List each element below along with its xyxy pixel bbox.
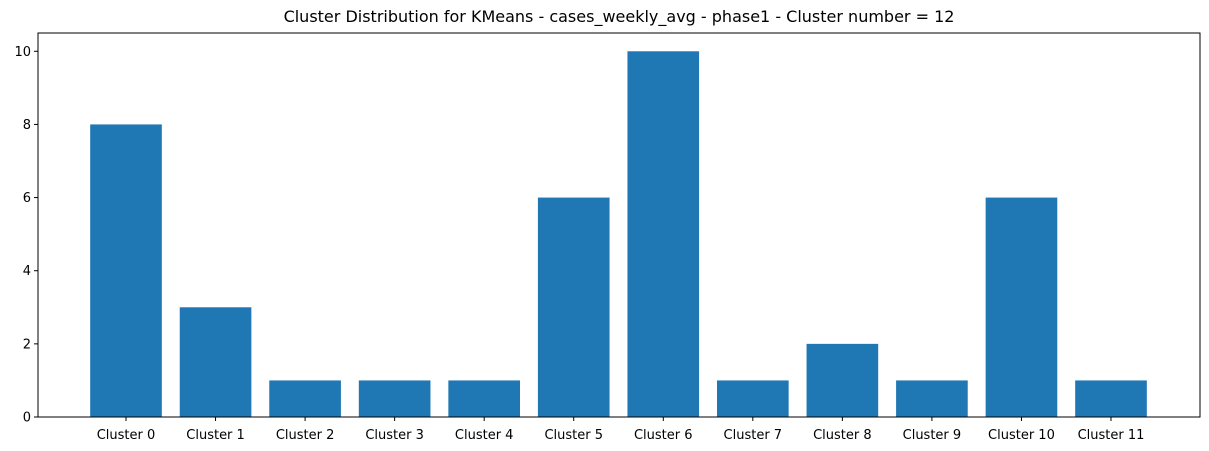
y-axis: 0 2 4 6 8 10 <box>14 45 38 426</box>
bars-group <box>90 51 1147 418</box>
x-tick-label: Cluster 10 <box>988 428 1055 443</box>
x-tick-label: Cluster 8 <box>813 428 872 443</box>
bar-cluster-5 <box>537 197 610 417</box>
bar-cluster-1 <box>179 307 252 417</box>
bar-cluster-10 <box>985 197 1058 417</box>
bar-cluster-7 <box>717 380 789 417</box>
x-tick-label: Cluster 7 <box>724 428 783 443</box>
bar-cluster-8 <box>806 343 879 417</box>
y-tick-label: 8 <box>23 118 31 133</box>
x-tick-label: Cluster 4 <box>455 428 514 443</box>
x-tick-label: Cluster 6 <box>634 428 693 443</box>
plot-frame <box>37 32 1201 418</box>
bar-cluster-0 <box>90 124 162 418</box>
x-tick-label: Cluster 1 <box>186 428 245 443</box>
bar-cluster-11 <box>1075 380 1147 417</box>
bar-cluster-6 <box>627 51 700 417</box>
chart-title: Cluster Distribution for KMeans - cases_… <box>284 7 955 27</box>
y-tick-label: 2 <box>23 337 31 352</box>
x-tick-label: Cluster 11 <box>1078 428 1145 443</box>
bar-cluster-9 <box>896 380 968 417</box>
x-tick-label: Cluster 9 <box>903 428 962 443</box>
bar-cluster-2 <box>269 380 341 417</box>
y-tick-label: 0 <box>23 411 31 426</box>
x-tick-label: Cluster 2 <box>276 428 335 443</box>
y-tick-label: 10 <box>14 45 31 60</box>
bar-cluster-3 <box>358 380 431 417</box>
x-axis: Cluster 0 Cluster 1 Cluster 2 Cluster 3 Clus… <box>97 417 1145 443</box>
y-tick-label: 6 <box>23 191 31 206</box>
x-tick-label: Cluster 0 <box>97 428 156 443</box>
x-tick-label: Cluster 3 <box>365 428 424 443</box>
bar-cluster-4 <box>448 380 520 417</box>
y-tick-label: 4 <box>23 264 31 279</box>
x-tick-label: Cluster 5 <box>544 428 603 443</box>
